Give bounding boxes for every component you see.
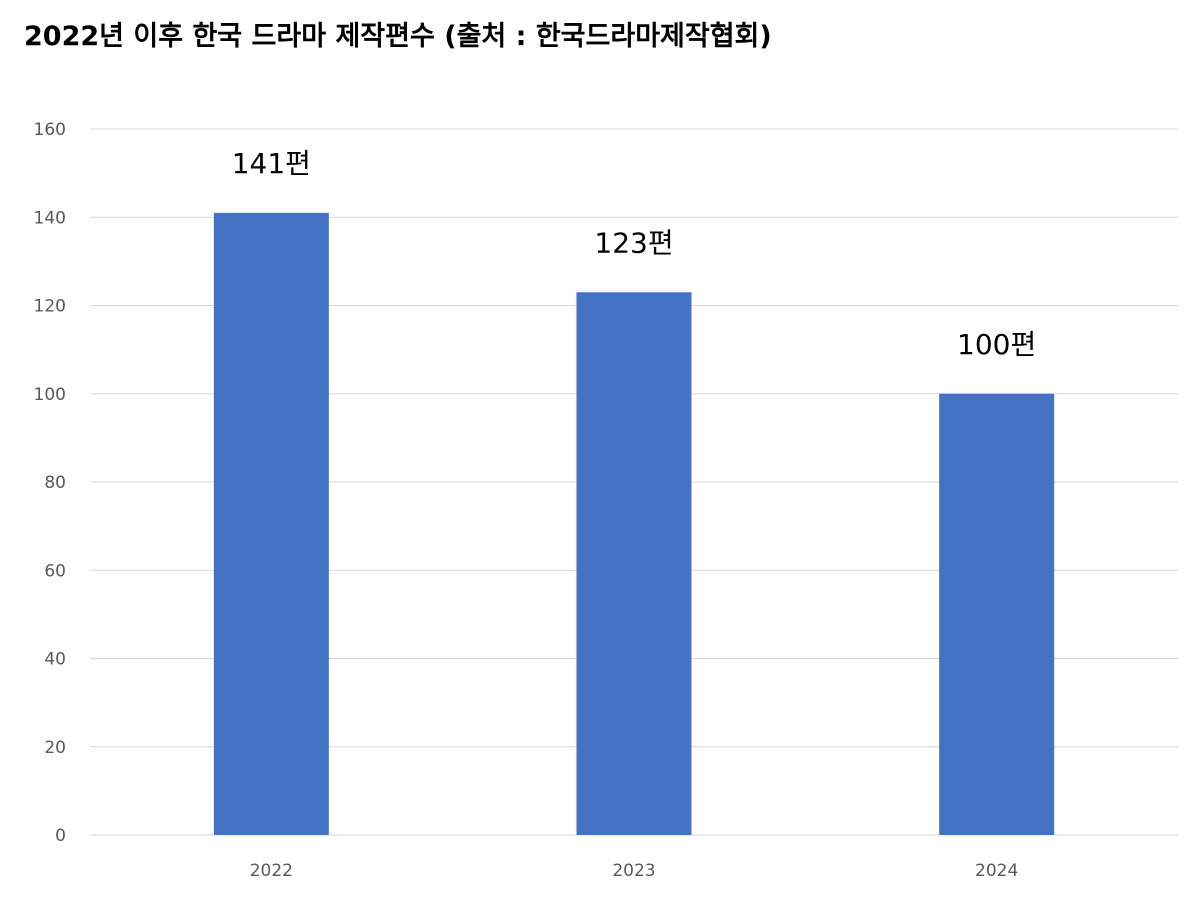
bar-2023 [576,292,692,835]
y-tick-label: 60 [44,561,66,581]
data-label-2023: 123편 [594,226,673,259]
data-labels: 141편 123편 100편 [232,147,1037,361]
x-tick-label-2022: 2022 [250,861,293,881]
y-tick-label: 100 [34,385,66,405]
y-axis-tick-labels: 0 20 40 60 80 100 120 140 160 [34,120,66,846]
y-tick-label: 160 [34,120,66,140]
y-tick-label: 80 [44,473,66,493]
bar-2022 [213,212,329,835]
data-label-2022: 141편 [232,147,311,180]
bars [213,212,1055,835]
data-label-2024: 100편 [957,328,1036,361]
bar-2024 [939,393,1055,835]
y-tick-label: 40 [44,650,66,670]
x-axis-tick-labels: 2022 2023 2024 [250,861,1019,881]
x-tick-label-2024: 2024 [975,861,1018,881]
y-tick-label: 0 [55,826,66,846]
x-tick-label-2023: 2023 [612,861,655,881]
y-tick-label: 120 [34,297,66,317]
chart-title: 2022년 이후 한국 드라마 제작편수 (출처 : 한국드라마제작협회) [24,21,772,52]
y-tick-label: 140 [34,208,66,228]
y-tick-label: 20 [44,738,66,758]
